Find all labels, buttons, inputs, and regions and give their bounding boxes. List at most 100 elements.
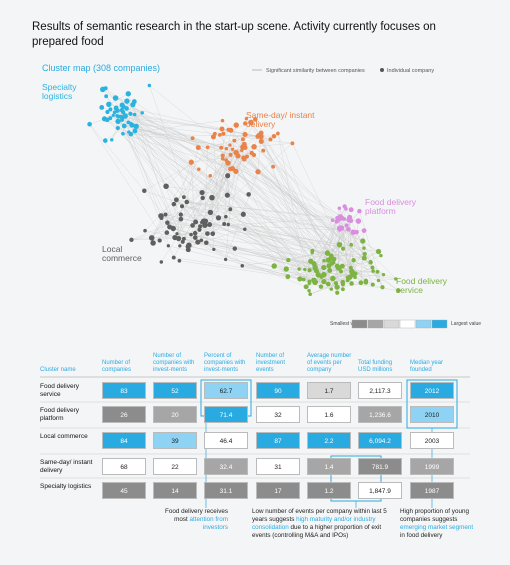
edge xyxy=(242,252,328,266)
edge xyxy=(107,119,235,249)
node xyxy=(321,279,327,285)
node xyxy=(215,215,222,221)
node xyxy=(242,131,248,138)
node xyxy=(240,263,245,268)
node xyxy=(125,91,131,97)
edge xyxy=(230,209,288,277)
edge xyxy=(110,109,122,119)
edge xyxy=(288,244,352,261)
node xyxy=(130,102,136,108)
cell: 2,117.3 xyxy=(358,382,402,399)
node xyxy=(351,257,356,263)
edge xyxy=(128,93,174,229)
edge xyxy=(260,132,274,167)
node xyxy=(297,267,301,271)
node xyxy=(311,261,317,267)
node xyxy=(224,192,230,198)
node xyxy=(353,275,357,280)
node xyxy=(207,209,214,216)
edge xyxy=(222,158,379,252)
edge xyxy=(222,158,348,278)
cell: 26 xyxy=(102,406,146,423)
edge xyxy=(286,252,328,270)
node xyxy=(148,235,155,241)
node xyxy=(248,119,254,126)
scale-swatch xyxy=(367,319,384,329)
annotation-highlight: high maturity and/or industry consolidat… xyxy=(252,516,376,531)
node xyxy=(207,222,213,228)
node xyxy=(346,226,351,232)
node xyxy=(106,101,112,107)
node xyxy=(283,266,289,272)
node xyxy=(228,143,232,147)
node xyxy=(335,290,340,295)
node xyxy=(120,117,125,122)
edge xyxy=(288,259,329,266)
node xyxy=(329,287,334,291)
node xyxy=(348,207,354,213)
node xyxy=(164,230,170,235)
edge xyxy=(352,247,365,274)
cell: 2.2 xyxy=(307,432,351,449)
edge xyxy=(186,201,359,222)
node xyxy=(358,280,364,286)
node xyxy=(360,238,366,244)
edge xyxy=(89,118,105,125)
edge xyxy=(128,131,185,198)
column-header: Number of companies xyxy=(102,360,132,373)
node xyxy=(205,231,210,236)
node xyxy=(276,131,280,136)
node xyxy=(199,189,205,196)
column-header: Number of investment events xyxy=(256,353,286,373)
cell: 1.4 xyxy=(307,458,351,475)
edge xyxy=(123,111,223,160)
node xyxy=(198,224,203,229)
annotation-text: in food delivery xyxy=(400,532,443,539)
node xyxy=(347,274,353,280)
node xyxy=(341,246,346,251)
row-name: Food delivery service xyxy=(40,383,80,398)
node xyxy=(252,117,258,122)
node xyxy=(243,121,248,126)
node xyxy=(159,216,164,221)
node xyxy=(102,138,108,143)
edge xyxy=(131,238,179,241)
cell: 84 xyxy=(102,432,146,449)
node xyxy=(290,141,295,146)
edge xyxy=(342,266,352,284)
edge xyxy=(130,123,293,144)
node xyxy=(128,131,134,137)
node xyxy=(303,284,309,290)
node xyxy=(178,212,183,217)
cell: 1.2 xyxy=(307,482,351,499)
edge xyxy=(118,116,181,246)
edge xyxy=(373,270,399,291)
node xyxy=(219,145,224,150)
node xyxy=(199,238,204,243)
node xyxy=(115,108,120,113)
cell: 20 xyxy=(153,406,197,423)
annotation-text: due to a higher proportion of exit event… xyxy=(252,524,382,539)
node xyxy=(349,281,354,286)
edge xyxy=(102,89,322,277)
edge xyxy=(160,147,208,217)
node xyxy=(370,282,375,287)
legend-edge: Significant similarity between companies xyxy=(266,68,365,74)
node xyxy=(221,131,226,136)
node xyxy=(195,239,201,245)
edge xyxy=(135,126,204,222)
node xyxy=(197,167,201,171)
cell: 52 xyxy=(153,382,197,399)
edge xyxy=(161,194,228,219)
node xyxy=(143,228,147,233)
edge xyxy=(250,122,340,245)
node xyxy=(333,281,339,286)
node xyxy=(188,159,194,165)
node xyxy=(376,278,381,283)
node xyxy=(244,116,249,121)
node xyxy=(195,145,201,151)
node xyxy=(271,263,277,269)
row-name: Local commerce xyxy=(40,433,88,440)
scale-swatch xyxy=(431,319,448,329)
node xyxy=(349,242,354,247)
